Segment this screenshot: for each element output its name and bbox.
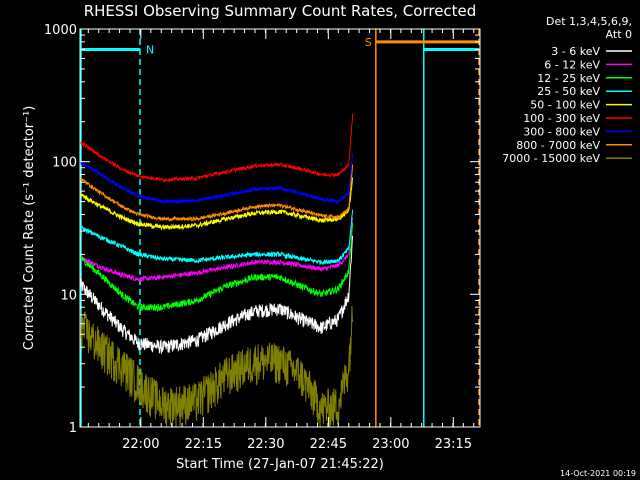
series-lines — [79, 113, 354, 428]
legend-label-3: 25 - 50 keV — [537, 85, 600, 98]
legend-label-2: 12 - 25 keV — [537, 72, 600, 85]
y-tick-label-3: 1000 — [44, 23, 77, 38]
x-tick-label-5: 23:15 — [435, 437, 472, 452]
legend-label-4: 50 - 100 keV — [530, 99, 600, 112]
legend-header-line1: Det 1,3,4,5,6,9, — [546, 15, 632, 28]
legend-label-1: 6 - 12 keV — [544, 58, 600, 71]
series-line-0 — [79, 235, 354, 354]
legend-label-7: 800 - 7000 keV — [516, 139, 600, 152]
y-axis-label: Corrected Count Rate (s⁻¹ detector⁻¹) — [22, 106, 37, 351]
series-line-1 — [79, 217, 354, 283]
x-tick-label-0: 22:00 — [122, 437, 159, 452]
series-line-3 — [79, 209, 354, 266]
y-tick-label-1: 10 — [60, 288, 77, 303]
series-line-8 — [79, 305, 354, 428]
series-line-5 — [79, 113, 354, 183]
legend-label-5: 100 - 300 keV — [523, 112, 600, 125]
chart-title: RHESSI Observing Summary Count Rates, Co… — [84, 2, 477, 20]
series-line-2 — [79, 222, 354, 313]
legend-label-0: 3 - 6 keV — [551, 45, 600, 58]
x-tick-label-2: 22:30 — [247, 437, 284, 452]
x-tick-label-1: 22:15 — [185, 437, 222, 452]
plot-frame — [79, 28, 481, 428]
series-line-4 — [79, 177, 354, 231]
x-axis-label: Start Time (27-Jan-07 21:45:22) — [176, 457, 384, 472]
y-tick-label-2: 100 — [52, 156, 77, 171]
axis-ticks: 1 10 100 1000 22:00 22:15 22:30 22:45 23:00 23:15 — [44, 23, 480, 452]
status-label-1: S — [365, 36, 372, 49]
x-tick-label-4: 23:00 — [372, 437, 409, 452]
legend-label-8: 7000 - 15000 keV — [502, 152, 600, 165]
y-tick-label-0: 1 — [69, 421, 77, 436]
x-tick-label-3: 22:45 — [310, 437, 347, 452]
status-bars: NS — [81, 36, 479, 57]
series-line-7 — [79, 164, 354, 222]
legend-label-6: 300 - 800 keV — [523, 125, 600, 138]
footer-timestamp: 14-Oct-2021 00:19 — [560, 469, 636, 478]
legend-header-line2: Att 0 — [606, 28, 632, 41]
status-label-0: N — [146, 44, 154, 57]
series-line-6 — [79, 153, 354, 205]
